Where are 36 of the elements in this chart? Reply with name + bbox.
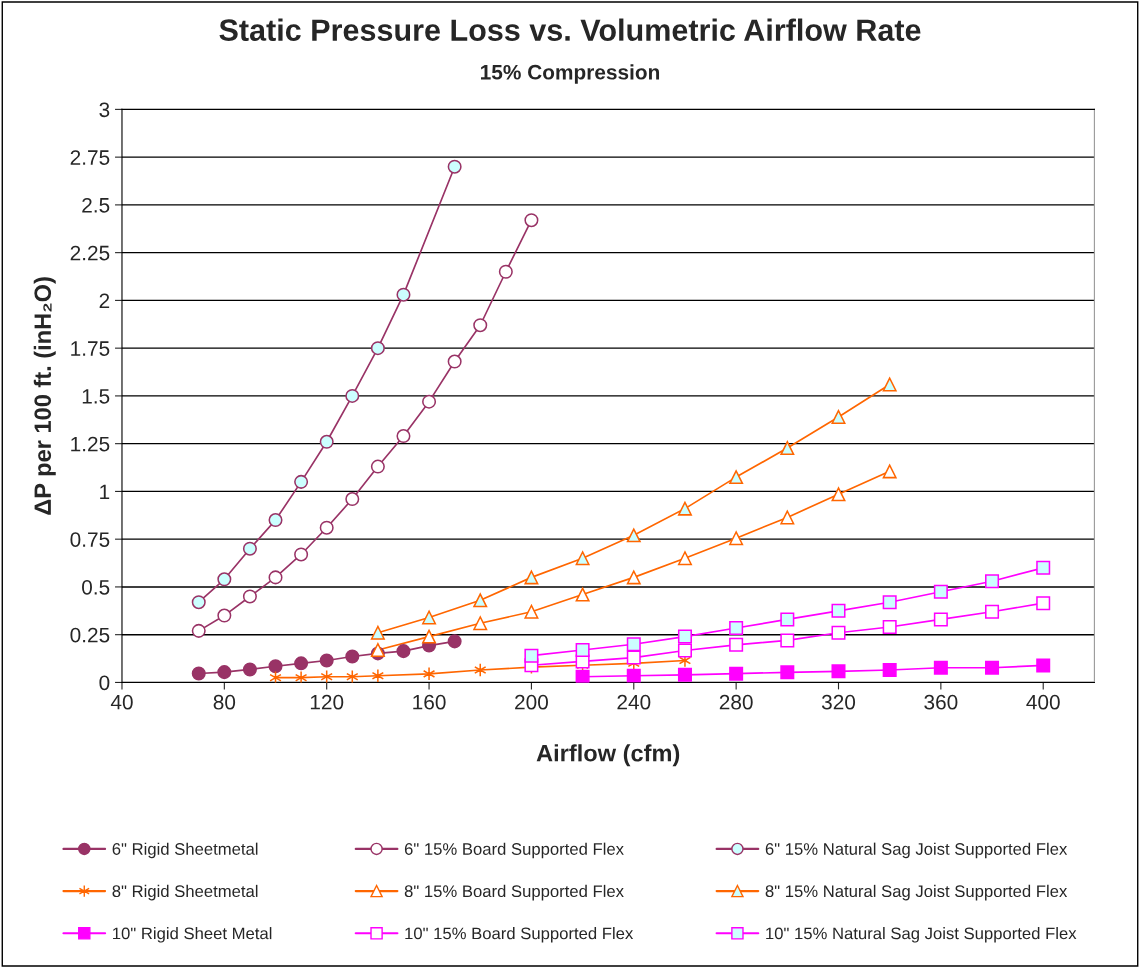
legend-label: 10" Rigid Sheet Metal (113, 927, 272, 943)
x-tick-label: 160 (413, 694, 446, 710)
y-tick-label: 2 (99, 293, 110, 308)
chart-title: Static Pressure Loss vs. Volumetric Airflow Rate (219, 18, 921, 41)
y-tick-label: 1.75 (71, 341, 110, 356)
y-tick-label: 1.25 (71, 436, 110, 452)
legend-label: 8" 15% Board Supported Flex (404, 884, 624, 901)
x-tick-label: 320 (821, 694, 856, 710)
legend-label: 8" Rigid Sheetmetal (112, 884, 258, 901)
x-tick-label: 400 (1026, 694, 1060, 710)
x-tick-label: 40 (110, 694, 133, 710)
y-tick-label: 0.5 (82, 579, 110, 595)
legend-label: 6" 15% Board Supported Flex (404, 842, 624, 859)
y-axis-title: ΔP per 100 ft. (inH₂O) (33, 277, 56, 515)
y-tick-label: 0 (99, 675, 110, 691)
y-tick-label: 0.75 (70, 532, 110, 547)
legend-label: 6" Rigid Sheetmetal (112, 842, 258, 859)
y-tick-label: 2.5 (82, 197, 110, 213)
y-tick-label: 1 (100, 484, 110, 499)
legend-label: 10" 15% Natural Sag Joist Supported Flex (766, 927, 1077, 943)
x-tick-label: 80 (213, 694, 236, 710)
y-tick-label: 2.75 (70, 150, 110, 165)
x-tick-label: 200 (515, 694, 548, 710)
legend-label: 6" 15% Natural Sag Joist Supported Flex (765, 842, 1068, 859)
y-tick-label: 1.5 (82, 389, 110, 404)
x-tick-label: 360 (924, 694, 958, 710)
chart-subtitle: 15% Compression (481, 64, 660, 84)
x-tick-label: 240 (617, 694, 651, 710)
y-tick-label: 0.25 (70, 627, 110, 643)
legend-label: 8" 15% Natural Sag Joist Supported Flex (765, 884, 1068, 901)
x-tick-label: 280 (719, 694, 753, 710)
y-tick-label: 2.25 (70, 245, 110, 261)
y-tick-label: 3 (99, 102, 110, 118)
x-axis-title: Airflow (cfm) (536, 744, 680, 767)
legend-label: 10" 15% Board Supported Flex (405, 927, 634, 943)
x-tick-label: 120 (310, 694, 344, 710)
